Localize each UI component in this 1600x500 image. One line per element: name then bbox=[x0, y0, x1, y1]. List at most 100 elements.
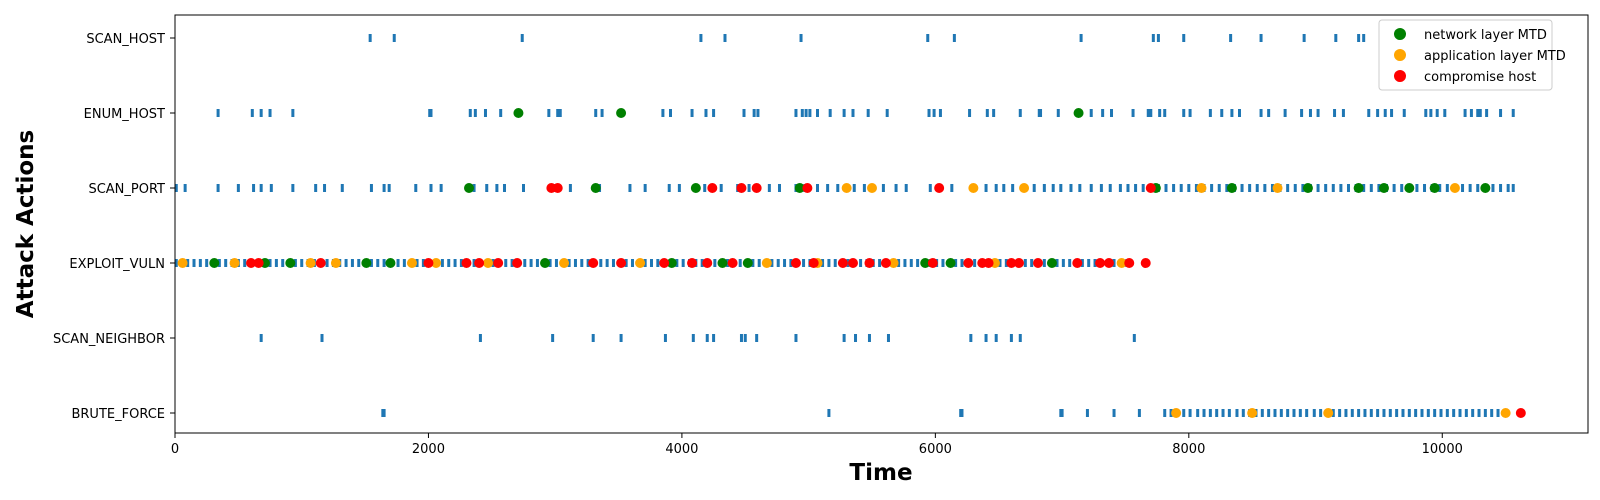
action-tick-mark bbox=[1407, 409, 1411, 417]
event-marker-compromise-host bbox=[315, 258, 326, 268]
action-tick-mark bbox=[677, 184, 681, 192]
action-tick-mark bbox=[776, 259, 780, 267]
action-tick-mark bbox=[1202, 409, 1206, 417]
action-tick-mark bbox=[1346, 184, 1350, 192]
event-marker-compromise-host bbox=[880, 258, 891, 268]
action-tick-mark bbox=[1079, 34, 1083, 42]
action-tick-mark bbox=[1101, 109, 1105, 117]
action-tick-mark bbox=[535, 259, 539, 267]
action-tick-mark bbox=[1357, 34, 1361, 42]
action-tick-mark bbox=[789, 259, 793, 267]
event-marker-network-layer-mtd bbox=[690, 183, 701, 193]
action-tick-mark bbox=[1194, 184, 1198, 192]
action-tick-mark bbox=[1333, 109, 1337, 117]
action-tick-mark bbox=[1390, 109, 1394, 117]
action-tick-mark bbox=[567, 259, 571, 267]
event-marker-network-layer-mtd bbox=[1302, 183, 1313, 193]
action-tick-mark bbox=[1338, 409, 1342, 417]
legend-marker bbox=[1394, 70, 1406, 82]
action-tick-mark bbox=[985, 109, 989, 117]
action-tick-mark bbox=[1305, 409, 1309, 417]
action-tick-mark bbox=[1331, 409, 1335, 417]
legend-marker bbox=[1394, 49, 1406, 61]
action-tick-mark bbox=[1300, 109, 1304, 117]
action-tick-mark bbox=[558, 109, 562, 117]
action-tick-mark bbox=[556, 109, 560, 117]
event-marker-application-layer-mtd bbox=[968, 183, 979, 193]
action-tick-mark bbox=[1286, 184, 1290, 192]
action-tick-mark bbox=[183, 184, 187, 192]
action-tick-mark bbox=[1286, 409, 1290, 417]
action-tick-mark bbox=[510, 259, 514, 267]
action-tick-mark bbox=[719, 184, 723, 192]
action-tick-mark bbox=[421, 259, 425, 267]
action-tick-mark bbox=[984, 334, 988, 342]
x-axis-title: Time bbox=[849, 460, 912, 486]
action-tick-mark bbox=[1011, 184, 1015, 192]
action-tick-mark bbox=[1485, 109, 1489, 117]
action-tick-mark bbox=[878, 259, 882, 267]
event-marker-compromise-host bbox=[616, 258, 627, 268]
action-tick-mark bbox=[1182, 109, 1186, 117]
action-tick-mark bbox=[291, 109, 295, 117]
action-tick-mark bbox=[274, 259, 278, 267]
x-axis-tick-label: 10000 bbox=[1422, 442, 1463, 457]
action-tick-mark bbox=[1383, 109, 1387, 117]
action-tick-mark bbox=[224, 259, 228, 267]
y-axis-tick-label: EXPLOIT_VULN bbox=[69, 257, 165, 272]
action-tick-mark bbox=[429, 109, 433, 117]
action-tick-mark bbox=[1051, 184, 1055, 192]
action-tick-mark bbox=[1400, 184, 1404, 192]
action-tick-mark bbox=[1270, 184, 1274, 192]
action-tick-mark bbox=[960, 259, 964, 267]
action-tick-mark bbox=[216, 184, 220, 192]
action-tick-mark bbox=[439, 184, 443, 192]
event-marker-compromise-host bbox=[702, 258, 713, 268]
action-tick-mark bbox=[1483, 409, 1487, 417]
action-tick-mark bbox=[932, 109, 936, 117]
event-marker-compromise-host bbox=[847, 258, 858, 268]
action-tick-mark bbox=[1146, 109, 1150, 117]
action-tick-mark bbox=[846, 259, 850, 267]
action-tick-mark bbox=[1215, 409, 1219, 417]
event-marker-application-layer-mtd bbox=[841, 183, 852, 193]
plot-frame bbox=[174, 14, 1589, 434]
event-marker-application-layer-mtd bbox=[177, 258, 188, 268]
action-tick-mark bbox=[894, 184, 898, 192]
action-tick-mark bbox=[1240, 184, 1244, 192]
action-tick-mark bbox=[712, 109, 716, 117]
action-tick-mark bbox=[1463, 109, 1467, 117]
action-tick-mark bbox=[998, 259, 1002, 267]
event-marker-compromise-host bbox=[253, 258, 264, 268]
action-tick-mark bbox=[909, 259, 913, 267]
action-tick-mark bbox=[402, 259, 406, 267]
action-tick-mark bbox=[928, 184, 932, 192]
action-tick-mark bbox=[1301, 184, 1305, 192]
event-marker-compromise-host bbox=[727, 258, 738, 268]
action-tick-mark bbox=[941, 259, 945, 267]
event-marker-compromise-host bbox=[1095, 258, 1106, 268]
action-tick-mark bbox=[1476, 109, 1480, 117]
action-tick-mark bbox=[802, 259, 806, 267]
action-tick-mark bbox=[1302, 34, 1306, 42]
action-tick-mark bbox=[1220, 109, 1224, 117]
action-tick-mark bbox=[205, 259, 209, 267]
action-tick-mark bbox=[387, 184, 391, 192]
series-layer bbox=[174, 34, 1515, 417]
action-tick-mark bbox=[599, 259, 603, 267]
event-marker-network-layer-mtd bbox=[1353, 183, 1364, 193]
action-tick-mark bbox=[628, 184, 632, 192]
event-marker-network-layer-mtd bbox=[1480, 183, 1491, 193]
y-axis-tick-label: ENUM_HOST bbox=[84, 107, 165, 122]
action-tick-mark bbox=[1376, 409, 1380, 417]
action-tick-mark bbox=[852, 184, 856, 192]
action-tick-mark bbox=[291, 184, 295, 192]
action-tick-mark bbox=[1188, 409, 1192, 417]
action-tick-mark bbox=[495, 184, 499, 192]
action-tick-mark bbox=[1435, 109, 1439, 117]
action-tick-mark bbox=[340, 184, 344, 192]
action-tick-mark bbox=[1134, 184, 1138, 192]
event-marker-application-layer-mtd bbox=[1247, 408, 1258, 418]
event-marker-compromise-host bbox=[802, 183, 813, 193]
